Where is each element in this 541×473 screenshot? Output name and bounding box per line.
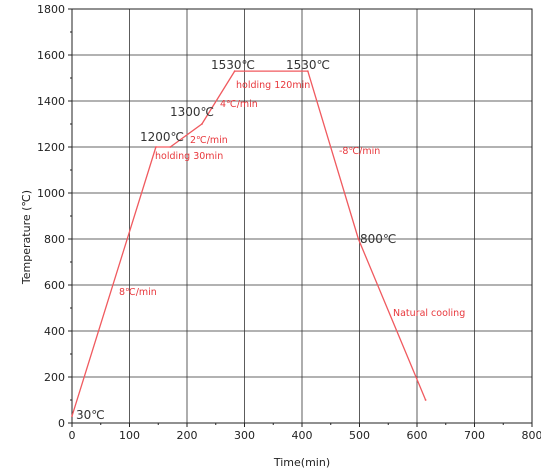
x-tick-label: 400 [292,429,313,442]
series-point [233,70,236,72]
y-tick-label: 400 [44,325,65,338]
series-point [71,415,73,417]
rate-annotation: holding 30min [155,151,223,162]
y-tick-label: 200 [44,371,65,384]
temperature-annotation: 1530℃ [286,58,330,72]
x-tick-label: 200 [177,429,198,442]
rate-annotation: 4℃/min [220,99,258,110]
x-tick-label: 800 [522,429,541,442]
y-tick-label: 600 [44,279,65,292]
series-point [357,238,360,240]
y-tick-label: 1400 [37,95,65,108]
y-tick-label: 1200 [37,141,65,154]
temperature-annotation: 30℃ [76,408,105,422]
rate-annotation: 2℃/min [190,135,228,146]
rate-annotation: 8℃/min [119,287,157,298]
temperature-annotation: 1200℃ [140,130,184,144]
x-tick-label: 500 [349,429,370,442]
series-line [71,70,427,417]
temperature-annotation: 800℃ [360,232,396,246]
rate-annotation: Natural cooling [393,308,465,319]
y-tick-label: 1600 [37,49,65,62]
rate-annotation: holding 120min [236,80,310,91]
y-tick-label: 800 [44,233,65,246]
y-tick-label: 1800 [37,3,65,16]
y-axis-title: Temperature (℃) [20,190,33,285]
axis-ticks: 0 100 200 300 400 500 600 700 800 0 200 400 600 800 10… [37,3,541,442]
y-tick-label: 1000 [37,187,65,200]
x-tick-label: 0 [69,429,76,442]
y-tick-label: 0 [58,417,65,430]
series-point [306,70,309,72]
x-tick-label: 600 [407,429,428,442]
annotations: 30℃ 1200℃ 1300℃ 1530℃ 1530℃ 800℃ 8℃/min holding… [76,58,465,422]
grid [72,9,532,423]
x-tick-label: 700 [464,429,485,442]
series-layer [71,70,427,417]
series-point [169,146,172,148]
series-point [424,399,427,401]
temperature-annotation: 1530℃ [211,58,255,72]
x-tick-label: 300 [234,429,255,442]
series-point [155,146,157,148]
x-axis-title: Time(min) [273,456,330,469]
temperature-annotation: 1300℃ [170,105,214,119]
series-point [201,123,203,125]
x-tick-label: 100 [119,429,140,442]
rate-annotation: -8℃/min [339,146,380,157]
